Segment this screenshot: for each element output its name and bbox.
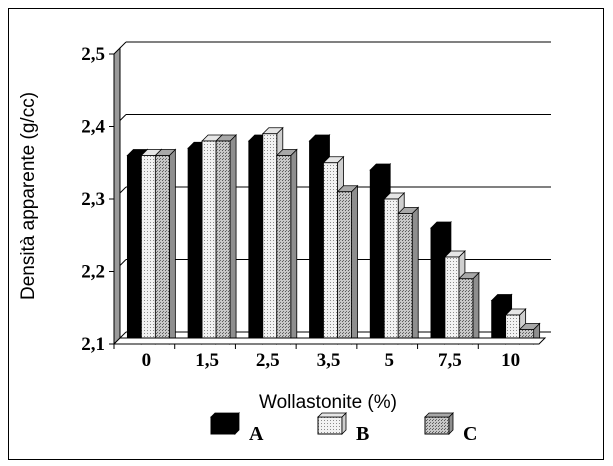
y-tick-label-4: 2,5 [81,44,105,65]
legend-item-A: A [210,412,264,445]
legend-item-B: B [317,412,369,445]
y-tick-label-0: 2,1 [81,334,105,355]
x-axis-label: Wollastonite (%) [259,392,397,413]
gridline-depth-3 [119,114,127,121]
bars-group [126,126,541,345]
legend-item-C: C [424,412,477,445]
bar-C-3 [336,184,359,345]
bar-C-2 [275,148,298,345]
gridline-depth-2 [119,186,127,194]
x-tick-label-2: 2,5 [256,350,280,371]
y-tick-label-2: 2,3 [81,189,105,210]
x-tick-label-0: 0 [142,350,152,371]
chart-frame [8,8,604,460]
bar-C-1 [215,134,238,345]
y-tick-label-3: 2,4 [81,117,105,138]
gridline-depth-4 [119,41,127,49]
x-tick-label-1: 1,5 [195,350,219,371]
legend-label-A: A [249,423,264,445]
x-tick-labels: 0 1,5 2,5 3,5 5 7,5 10 [142,350,521,371]
axes-group [109,46,547,349]
legend-label-C: C [463,423,477,445]
legend-swatch-B [317,416,343,435]
y-axis-label: Densità apparente (g/cc) [18,92,39,300]
bar-C-5 [457,271,480,345]
legend-swatch-C [424,416,450,435]
y-tick-labels: 2,1 2,2 2,3 2,4 2,5 [81,44,105,355]
legend: A B C [210,412,477,445]
x-tick-label-6: 10 [501,350,520,371]
gridline-depth-0 [119,331,127,339]
y-axis-wall [113,46,121,346]
bar-C-4 [397,206,420,345]
legend-label-B: B [356,423,369,445]
x-axis-floor [112,337,547,345]
bar-C-0 [154,148,177,345]
x-tick-label-4: 5 [384,350,394,371]
y-tick-label-1: 2,2 [81,262,105,283]
gridline-depth-1 [119,259,127,266]
legend-swatch-A [210,416,236,435]
x-tick-label-3: 3,5 [317,350,341,371]
x-tick-label-5: 7,5 [438,350,462,371]
